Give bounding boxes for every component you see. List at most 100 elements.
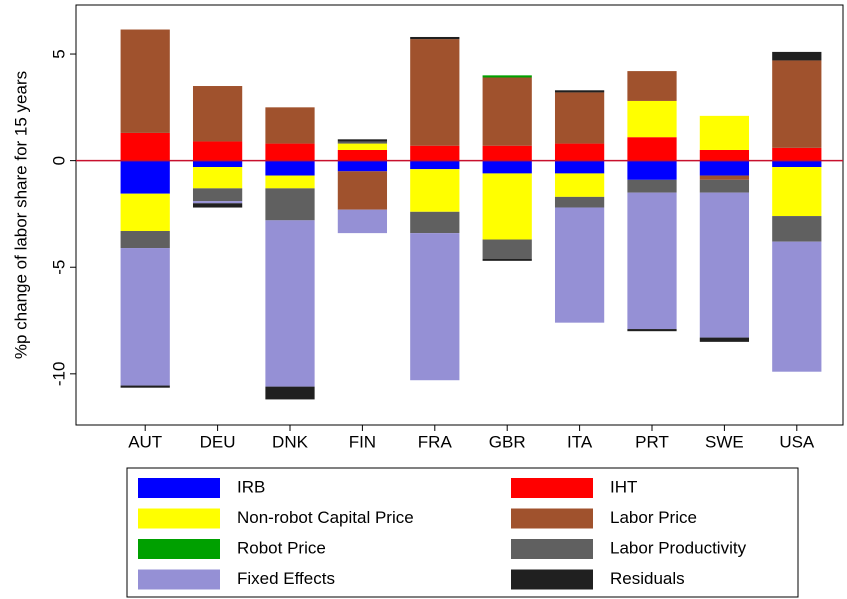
legend-label: Labor Price xyxy=(610,508,697,527)
bar-segment xyxy=(554,196,605,208)
legend-swatch xyxy=(511,569,593,590)
legend-swatch xyxy=(511,478,593,498)
bar-segment xyxy=(410,160,460,170)
bar-segment xyxy=(337,141,388,144)
bar-segment xyxy=(192,160,243,168)
bar-segment xyxy=(482,77,532,146)
x-tick-label: SWE xyxy=(705,432,744,451)
bar-segment xyxy=(337,209,388,234)
x-tick-label: GBR xyxy=(489,432,526,451)
bar-segment xyxy=(482,239,532,259)
legend-label: Residuals xyxy=(610,569,685,588)
bar-segment xyxy=(554,160,605,174)
legend-label: Fixed Effects xyxy=(237,569,335,588)
bar-segment xyxy=(772,51,822,61)
legend-swatch xyxy=(138,478,220,498)
bar-segment xyxy=(699,192,750,338)
legend-frame xyxy=(126,467,799,598)
bar-segment xyxy=(337,143,388,150)
bar-segment xyxy=(772,216,822,242)
x-tick-label: DNK xyxy=(272,432,309,451)
bar-segment xyxy=(265,220,315,387)
legend-label: Non-robot Capital Price xyxy=(237,508,414,527)
bar-segment xyxy=(265,175,315,189)
bar-segment xyxy=(265,386,315,400)
x-tick-label: DEU xyxy=(200,432,236,451)
bar-segment xyxy=(410,39,460,146)
bar-segment xyxy=(699,337,750,342)
legend-label: IHT xyxy=(610,477,637,496)
bar-segment xyxy=(265,143,315,161)
bar-segment xyxy=(772,241,822,372)
bar-segment xyxy=(482,258,532,261)
plot-frame xyxy=(75,4,844,426)
bar-segment xyxy=(192,188,243,202)
bar-segment xyxy=(627,71,677,101)
bar-segment xyxy=(699,175,750,180)
bar-segment xyxy=(265,188,315,221)
bar-segment xyxy=(772,60,822,148)
bar-segment xyxy=(554,92,605,144)
y-tick-label: -10 xyxy=(49,362,68,387)
bar-segment xyxy=(772,147,822,161)
bar-segment xyxy=(772,167,822,217)
legend-label: Robot Price xyxy=(237,538,326,557)
bar-segment xyxy=(410,169,460,212)
bar-segment xyxy=(627,179,677,193)
bar-segment xyxy=(699,149,750,161)
x-tick-label: AUT xyxy=(128,432,162,451)
bar-segment xyxy=(554,173,605,197)
legend-label: Labor Productivity xyxy=(610,538,747,557)
bar-segment xyxy=(192,167,243,189)
legend-swatch xyxy=(138,508,220,529)
y-tick-label: 5 xyxy=(49,49,68,58)
x-tick-label: ITA xyxy=(567,432,593,451)
bar-segment xyxy=(699,115,750,150)
bar-segment xyxy=(337,171,388,210)
bar-segment xyxy=(120,230,170,249)
bar-segment xyxy=(699,160,750,176)
legend-label: IRB xyxy=(237,477,265,496)
bar-segment xyxy=(265,107,315,144)
bar-segment xyxy=(482,160,532,174)
bar-segment xyxy=(699,179,750,193)
x-tick-label: FRA xyxy=(418,432,453,451)
bar-segment xyxy=(192,203,243,208)
bar-segment xyxy=(120,248,170,386)
bar-segment xyxy=(337,149,388,161)
bar-segment xyxy=(554,143,605,161)
bar-segment xyxy=(410,145,460,161)
y-tick-label: -5 xyxy=(49,260,68,275)
x-tick-label: FIN xyxy=(349,432,376,451)
bar-segment xyxy=(410,211,460,234)
legend-swatch xyxy=(511,539,593,559)
y-axis-label: %p change of labor share for 15 years xyxy=(11,71,30,359)
legend-swatch xyxy=(138,569,220,590)
bar-segment xyxy=(627,160,677,180)
bar-segment xyxy=(410,233,460,381)
bar-segment xyxy=(192,201,243,204)
bar-segment xyxy=(120,132,170,161)
bar-segment xyxy=(554,90,605,93)
bar-segment xyxy=(410,36,460,40)
x-tick-label: PRT xyxy=(635,432,669,451)
bar-segment xyxy=(337,160,388,172)
legend-swatch xyxy=(511,508,593,529)
bar-segment xyxy=(120,385,170,388)
bar-segment xyxy=(120,193,170,231)
bar-segment xyxy=(554,207,605,323)
bar-segment xyxy=(120,160,170,194)
bar-segment xyxy=(192,86,243,142)
bar-segment xyxy=(482,75,532,78)
bar-segment xyxy=(627,329,677,332)
y-tick-label: 0 xyxy=(49,156,68,165)
bar-segment xyxy=(482,145,532,161)
legend-swatch xyxy=(138,539,220,559)
bar-segment xyxy=(120,29,170,133)
bar-segment xyxy=(482,173,532,240)
bar-segment xyxy=(627,100,677,138)
bar-segment xyxy=(772,160,822,168)
bar-segment xyxy=(627,137,677,161)
bar-segment xyxy=(192,141,243,161)
